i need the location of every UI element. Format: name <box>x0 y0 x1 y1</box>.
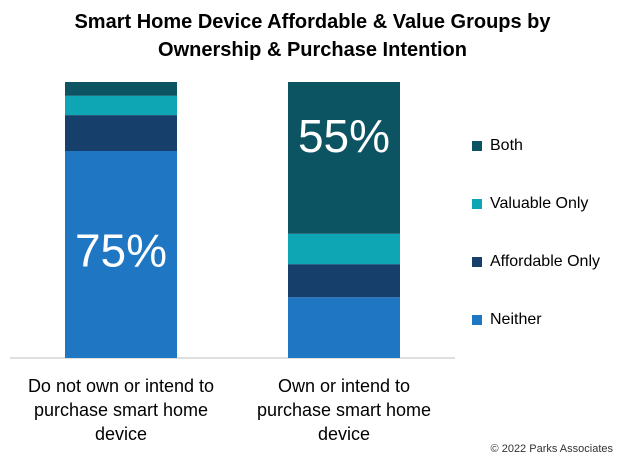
category-label-0-line-2: device <box>94 424 148 444</box>
category-label-1-line-0: Own or intend to <box>277 376 411 396</box>
category-label-1-line-2: device <box>317 424 371 444</box>
copyright-notice: © 2022 Parks Associates <box>490 443 613 455</box>
legend-label-neither: Neither <box>490 311 542 328</box>
bar-segment-valuable-only-1 <box>288 233 400 265</box>
category-label-0-line-0: Do not own or intend to <box>27 376 215 396</box>
legend-swatch-neither <box>472 315 482 325</box>
legend-item-both: Both <box>472 135 523 157</box>
chart-title: Smart Home Device Affordable & Value Gro… <box>0 8 625 64</box>
legend-item-affordable-only: Affordable Only <box>472 251 600 273</box>
category-label-1-line-1: purchase smart home <box>256 400 432 420</box>
category-label-0-line-1: purchase smart home <box>33 400 209 420</box>
chart-title-line2: Ownership & Purchase Intention <box>158 39 467 61</box>
legend-label-affordable-only: Affordable Only <box>490 253 600 270</box>
legend-item-neither: Neither <box>472 309 542 331</box>
legend-swatch-affordable-only <box>472 257 482 267</box>
chart-title-line1: Smart Home Device Affordable & Value Gro… <box>74 11 551 33</box>
bar-segment-affordable-only-0 <box>65 115 177 151</box>
bar-segment-both-1 <box>288 82 400 234</box>
bar-segment-neither-0 <box>65 151 177 358</box>
bar-segment-valuable-only-0 <box>65 95 177 116</box>
data-label-1: 55% <box>298 110 390 162</box>
legend-label-valuable-only: Valuable Only <box>490 195 589 212</box>
bar-segment-neither-1 <box>288 297 400 358</box>
legend-swatch-both <box>472 141 482 151</box>
bar-segment-both-0 <box>65 82 177 96</box>
category-label-0: Do not own or intend to purchase smart ho… <box>1 374 241 446</box>
legend-label-both: Both <box>490 137 523 154</box>
bar-segment-affordable-only-1 <box>288 264 400 298</box>
legend-item-valuable-only: Valuable Only <box>472 193 588 215</box>
legend-swatch-valuable-only <box>472 199 482 209</box>
category-label-1: Own or intend to purchase smart home devic… <box>224 374 464 446</box>
data-label-0: 75% <box>75 225 167 277</box>
